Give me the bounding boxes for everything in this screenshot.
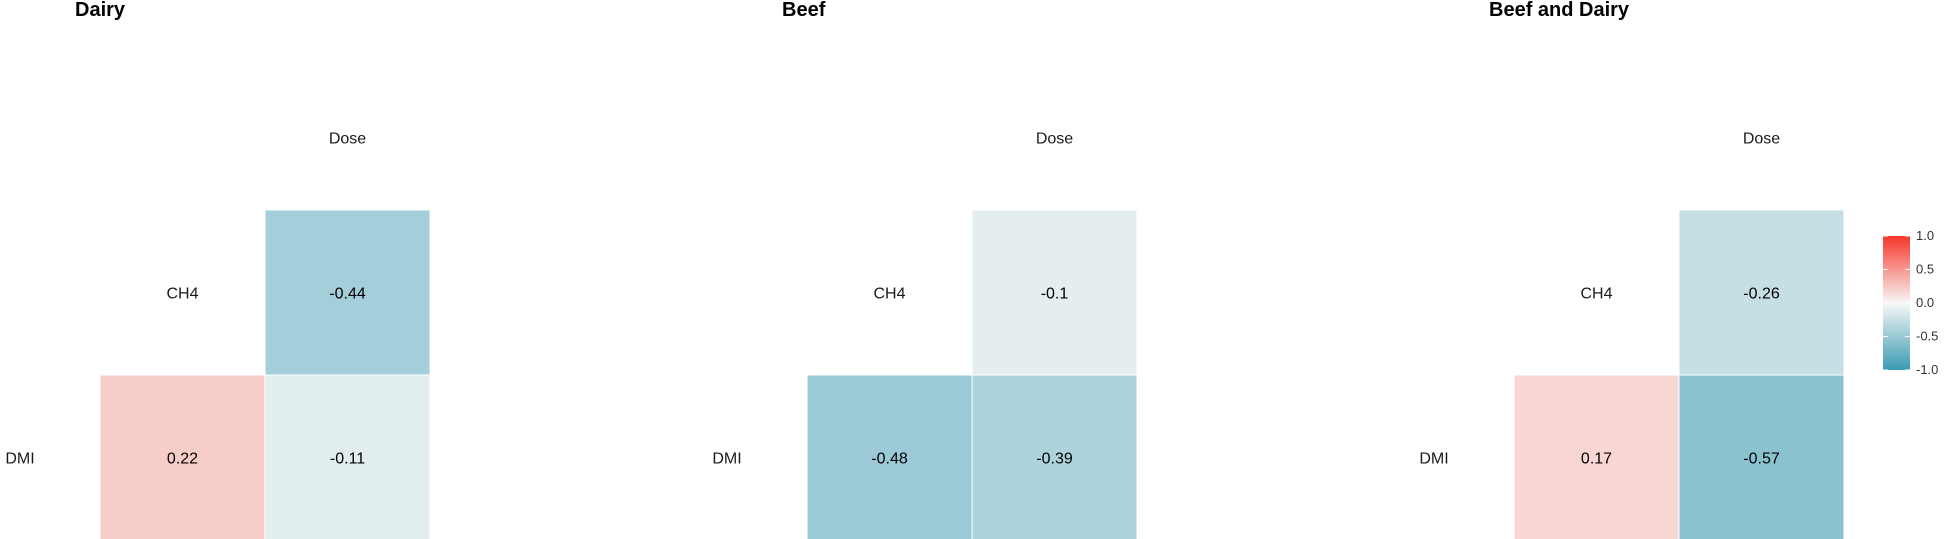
variable-label: Dose [329, 131, 366, 148]
heatmap-cell [1513, 374, 1680, 539]
variable-label: DMI [1419, 451, 1448, 468]
heatmap-cell [806, 374, 973, 539]
cell-value-label: -0.48 [871, 451, 908, 468]
heatmap-cell [971, 209, 1138, 376]
cell-value-label: -0.39 [1036, 451, 1073, 468]
panel-title: Dairy [75, 0, 126, 21]
legend-tick-label: -0.5 [1916, 329, 1938, 344]
panels: Dairy -0.44 0.22 -0.11 DMI CH4 Dose Beef -0.1 -0.… [5, 0, 1845, 539]
panel-title: Beef [782, 0, 826, 21]
panel-title: Beef and Dairy [1489, 0, 1630, 21]
heatmap-panel: Beef -0.1 -0.48 -0.39 DMI CH4 Dose [712, 0, 1138, 539]
cell-value-label: 0.22 [167, 451, 198, 468]
heatmap-cell [264, 209, 431, 376]
cell-value-label: -0.11 [330, 451, 365, 468]
cell-value-label: -0.1 [1041, 286, 1069, 303]
variable-label: CH4 [873, 286, 905, 303]
heatmap-cell [264, 374, 431, 539]
heatmap-cell [1678, 209, 1845, 376]
heatmap-panel: Beef and Dairy -0.26 0.17 -0.57 DMI CH4 Dose [1419, 0, 1845, 539]
legend-tick-label: 1.0 [1916, 228, 1934, 243]
heatmap-cell [971, 374, 1138, 539]
cell-value-label: -0.26 [1743, 286, 1780, 303]
cell-value-label: -0.57 [1743, 451, 1780, 468]
legend-tick-label: -1.0 [1916, 362, 1938, 377]
variable-label: DMI [5, 451, 34, 468]
cell-value-label: 0.17 [1581, 451, 1612, 468]
variable-label: CH4 [1580, 286, 1612, 303]
heatmap-cell [1678, 374, 1845, 539]
variable-label: Dose [1743, 131, 1780, 148]
variable-label: Dose [1036, 131, 1073, 148]
variable-label: CH4 [166, 286, 198, 303]
legend-tick-label: 0.5 [1916, 262, 1934, 277]
heatmap-cell [99, 374, 266, 539]
variable-label: DMI [712, 451, 741, 468]
color-legend: 1.0 0.5 0.0 -0.5 -1.0 [1883, 228, 1938, 377]
legend-tick-label: 0.0 [1916, 295, 1934, 310]
heatmap-panel: Dairy -0.44 0.22 -0.11 DMI CH4 Dose [5, 0, 431, 539]
cell-value-label: -0.44 [329, 286, 366, 303]
